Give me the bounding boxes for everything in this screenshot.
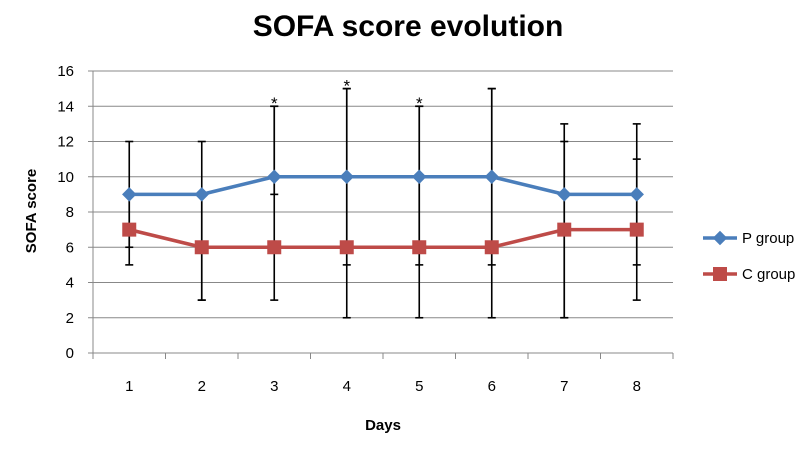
legend-item-p-group: P group xyxy=(703,230,794,247)
x-tick-1: 1 xyxy=(125,378,133,395)
y-tick-6: 6 xyxy=(66,239,74,256)
y-tick-4: 4 xyxy=(66,275,74,292)
error-bars xyxy=(125,87,641,319)
series-layer xyxy=(122,169,644,255)
error-bar-c-group-6 xyxy=(487,87,496,319)
annotation-star-4: * xyxy=(343,76,350,95)
chart-title: SOFA score evolution xyxy=(253,10,564,43)
series-line-c-group xyxy=(128,227,637,249)
point-p-group-5 xyxy=(412,169,427,184)
point-c-group-1 xyxy=(122,222,137,237)
y-tick-16: 16 xyxy=(57,63,74,80)
point-p-group-2 xyxy=(194,187,209,202)
error-bar-c-group-3 xyxy=(270,105,279,301)
series-line-p-group xyxy=(129,175,637,197)
axes xyxy=(88,70,674,359)
point-c-group-8 xyxy=(629,222,644,237)
x-tick-8: 8 xyxy=(633,378,641,395)
error-bar-c-group-8 xyxy=(632,123,641,301)
point-p-group-3 xyxy=(267,169,282,184)
annotations: * * * xyxy=(271,76,423,113)
y-tick-2: 2 xyxy=(66,310,74,327)
y-tick-0: 0 xyxy=(66,345,74,362)
annotation-star-3: * xyxy=(271,94,278,113)
annotation-star-5: * xyxy=(416,94,423,113)
legend-label-p-group: P group xyxy=(742,230,794,247)
y-tick-8: 8 xyxy=(66,204,74,221)
x-tick-7: 7 xyxy=(560,378,568,395)
legend-label-c-group: C group xyxy=(742,266,795,283)
point-c-group-6 xyxy=(484,240,499,255)
x-axis-title: Days xyxy=(365,417,401,434)
x-tick-2: 2 xyxy=(198,378,206,395)
error-bar-c-group-7 xyxy=(560,123,569,319)
legend-marker-c-group xyxy=(713,267,727,281)
y-axis-title: SOFA score xyxy=(23,169,40,253)
point-p-group-4 xyxy=(339,169,354,184)
point-c-group-2 xyxy=(194,240,209,255)
x-tick-4: 4 xyxy=(343,378,351,395)
x-tick-5: 5 xyxy=(415,378,423,395)
point-p-group-7 xyxy=(557,187,572,202)
point-c-group-3 xyxy=(267,240,282,255)
point-p-group-6 xyxy=(484,169,499,184)
y-tick-12: 12 xyxy=(57,134,74,151)
x-tick-3: 3 xyxy=(270,378,278,395)
legend-marker-p-group xyxy=(712,230,728,246)
legend-item-c-group: C group xyxy=(703,266,795,283)
y-tick-14: 14 xyxy=(57,98,74,115)
point-c-group-7 xyxy=(557,222,572,237)
legend: P group C group xyxy=(703,230,795,283)
point-p-group-1 xyxy=(122,187,137,202)
point-c-group-4 xyxy=(339,240,354,255)
error-bar-c-group-4 xyxy=(342,87,351,319)
y-tick-10: 10 xyxy=(57,169,74,186)
point-p-group-8 xyxy=(629,187,644,202)
x-tick-6: 6 xyxy=(488,378,496,395)
point-c-group-5 xyxy=(412,240,427,255)
error-bar-c-group-5 xyxy=(415,105,424,319)
